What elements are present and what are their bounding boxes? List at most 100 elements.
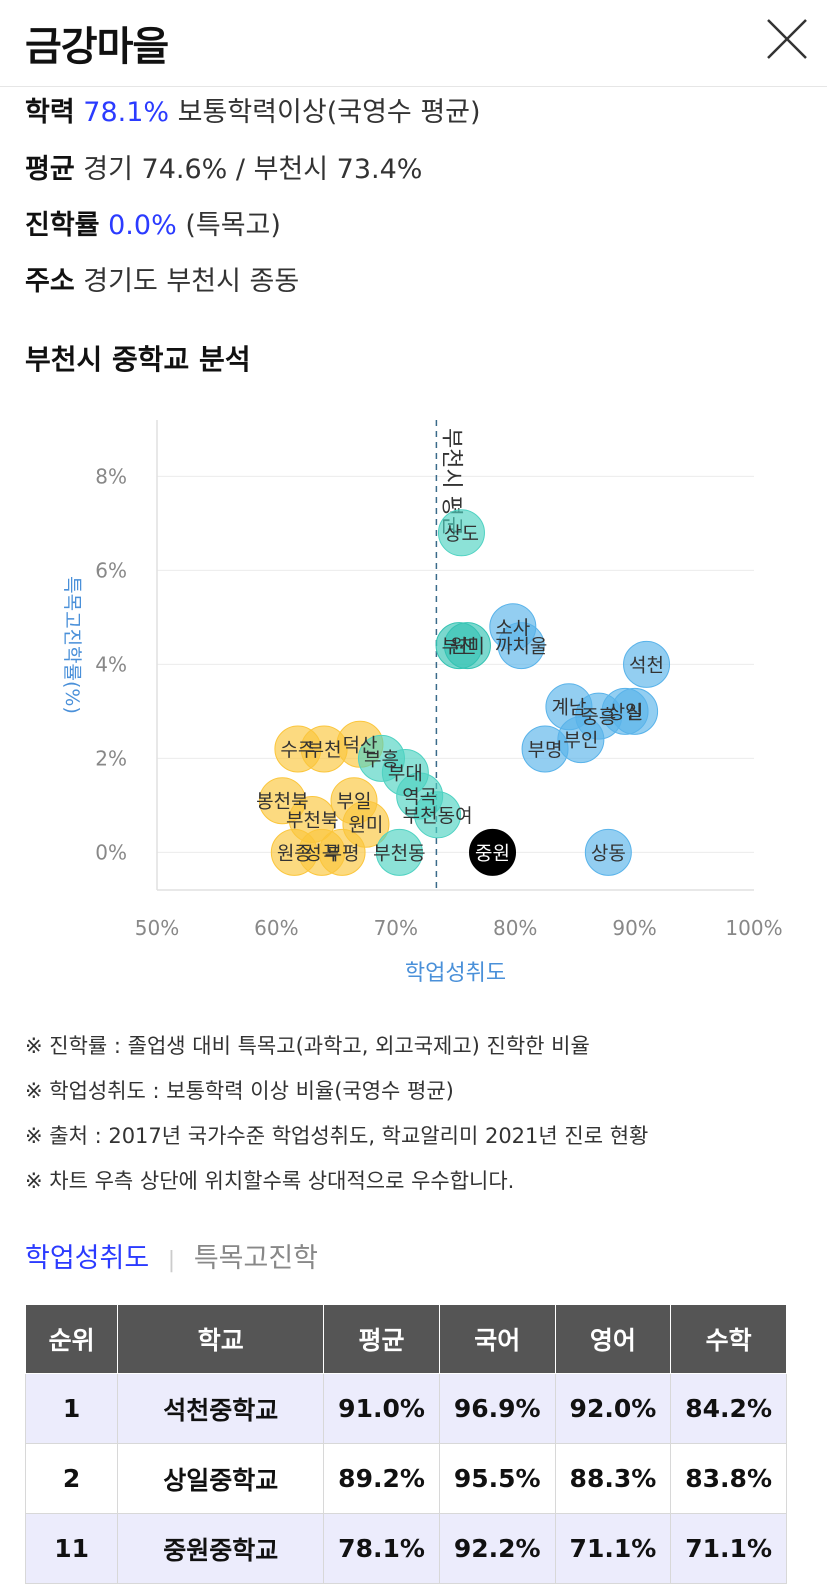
cell-rank: 1 (24, 1373, 119, 1444)
header: 금강마을 (0, 0, 827, 87)
data-point-label: 성곡 (304, 842, 339, 864)
data-point-label: 덕산 (342, 734, 377, 756)
address-row: 주소 경기도 부천시 종동 (25, 259, 299, 298)
data-point-label: 소사 (495, 617, 530, 639)
cell-math: 84.2% (670, 1373, 787, 1444)
table-header-row: 순위 학교 평균 국어 영어 수학 (24, 1304, 787, 1374)
data-point-label: 신 (626, 701, 643, 723)
x-tick-label: 80% (493, 916, 537, 940)
cell-math: 71.1% (670, 1513, 787, 1584)
average-row: 평균 경기 74.6% / 부천시 73.4% (25, 147, 422, 186)
data-point[interactable] (318, 828, 366, 876)
cell-korean: 96.9% (438, 1373, 556, 1444)
page-title: 금강마을 (25, 24, 169, 70)
data-point-label: 원미 (450, 636, 485, 658)
cell-english: 92.0% (554, 1373, 672, 1444)
cell-average: 89.2% (323, 1443, 440, 1514)
data-point-label: 부천 (442, 636, 477, 658)
tab-bar: 학업성취도 | 특목고진학 (25, 1236, 318, 1275)
address-text: 경기도 부천시 종동 (83, 266, 300, 297)
x-axis-title: 학업성취도 (405, 961, 506, 986)
data-point-label: 부명 (528, 739, 563, 761)
data-point-label: 원미 (348, 814, 383, 836)
data-point-label: 부인 (563, 730, 598, 752)
achievement-label: 학력 (25, 97, 75, 128)
data-point-label: 상동 (591, 842, 626, 864)
cell-rank: 2 (24, 1443, 119, 1514)
cell-school: 중원중학교 (117, 1513, 325, 1584)
achievement-row: 학력 78.1% 보통학력이상(국영수 평균) (25, 90, 481, 129)
data-point-label: 까치울 (495, 636, 547, 658)
rate-desc: (특목고) (185, 210, 281, 241)
x-tick-label: 100% (725, 916, 782, 940)
scatter-chart: 0% 2% 4% 6% 8% 50% 60% 70% 80% 90% 100% 학업성취도 특목고진학률… (61, 420, 783, 986)
address-label: 주소 (25, 266, 75, 297)
tab-achievement[interactable]: 학업성취도 (25, 1243, 150, 1274)
table-row[interactable]: 1 석천중학교 91.0% 96.9% 92.0% 84.2% (24, 1373, 787, 1444)
achievement-desc: 보통학력이상(국영수 평균) (177, 97, 481, 128)
close-icon[interactable] (766, 18, 808, 60)
data-point-label: 봉천북 (256, 791, 308, 813)
data-point[interactable] (469, 828, 517, 876)
average-text: 경기 74.6% / 부천시 73.4% (83, 154, 423, 185)
table-row[interactable]: 2 상일중학교 89.2% 95.5% 88.3% 83.8% (24, 1443, 787, 1514)
ranking-table: 순위 학교 평균 국어 영어 수학 1 석천중학교 91.0% 96.9% 92… (24, 1304, 787, 1584)
y-tick-label: 2% (95, 746, 127, 770)
x-tick-label: 90% (612, 916, 656, 940)
data-point-label: 부천동여 (403, 805, 473, 827)
data-point-label: 부평 (325, 842, 360, 864)
data-point-label: 중원 (475, 842, 510, 864)
note-rate: ※ 진학률 : 졸업생 대비 특목고(과학고, 외고국제고) 진학한 비율 (25, 1034, 590, 1058)
data-point-label: 석천 (629, 654, 664, 676)
x-tick-label: 60% (254, 916, 298, 940)
cell-school: 상일중학교 (117, 1443, 325, 1514)
tab-divider: | (167, 1248, 176, 1273)
col-korean: 국어 (438, 1304, 556, 1374)
y-axis-title: 특목고진학률(%) (61, 576, 83, 714)
data-point[interactable] (584, 828, 632, 876)
y-tick-label: 8% (95, 464, 127, 488)
data-point-label: 부천북 (286, 810, 338, 832)
cell-english: 71.1% (554, 1513, 672, 1584)
cell-rank: 11 (24, 1513, 119, 1584)
data-point-label: 부천동 (373, 842, 425, 864)
data-point[interactable] (414, 791, 462, 839)
data-point[interactable] (557, 716, 605, 764)
y-tick-label: 4% (95, 652, 127, 676)
note-achievement: ※ 학업성취도 : 보통학력 이상 비율(국영수 평균) (25, 1079, 454, 1103)
data-point-label: 중흥 (581, 706, 616, 728)
col-average: 평균 (323, 1304, 440, 1374)
note-position: ※ 차트 우측 상단에 위치할수록 상대적으로 우수합니다. (25, 1169, 515, 1193)
data-point-label: 수주 (280, 739, 315, 761)
table-row[interactable]: 11 중원중학교 78.1% 92.2% 71.1% 71.1% (24, 1513, 787, 1584)
col-math: 수학 (670, 1304, 787, 1374)
section-title: 부천시 중학교 분석 (25, 343, 251, 376)
data-point[interactable] (437, 509, 485, 557)
data-point-label: 부일 (337, 791, 372, 813)
data-point-label: 상도 (444, 523, 479, 545)
col-english: 영어 (554, 1304, 672, 1374)
data-point-label: 부대 (388, 763, 423, 785)
cell-school: 석천중학교 (117, 1373, 325, 1444)
data-point[interactable] (497, 622, 545, 670)
data-point-label: 역곡 (402, 786, 437, 808)
average-label: 평균 (25, 154, 75, 185)
rate-label: 진학률 (25, 210, 100, 241)
data-point-label: 원종 (277, 842, 312, 864)
y-tick-label: 0% (95, 840, 127, 864)
cell-korean: 92.2% (438, 1513, 556, 1584)
x-tick-label: 70% (374, 916, 418, 940)
y-tick-label: 6% (95, 558, 127, 582)
data-point-label: 계남 (551, 697, 586, 719)
data-point[interactable] (375, 828, 423, 876)
data-point-label: 상일 (608, 701, 643, 723)
data-point[interactable] (443, 622, 491, 670)
achievement-value: 78.1% (83, 97, 170, 128)
note-source: ※ 출처 : 2017년 국가수준 학업성취도, 학교알리미 2021년 진로 … (25, 1124, 649, 1148)
tab-special-school[interactable]: 특목고진학 (193, 1243, 319, 1274)
cell-korean: 95.5% (438, 1443, 556, 1514)
data-point[interactable] (623, 640, 671, 688)
cell-average: 91.0% (323, 1373, 440, 1444)
x-tick-label: 50% (135, 916, 179, 940)
cell-math: 83.8% (670, 1443, 787, 1514)
